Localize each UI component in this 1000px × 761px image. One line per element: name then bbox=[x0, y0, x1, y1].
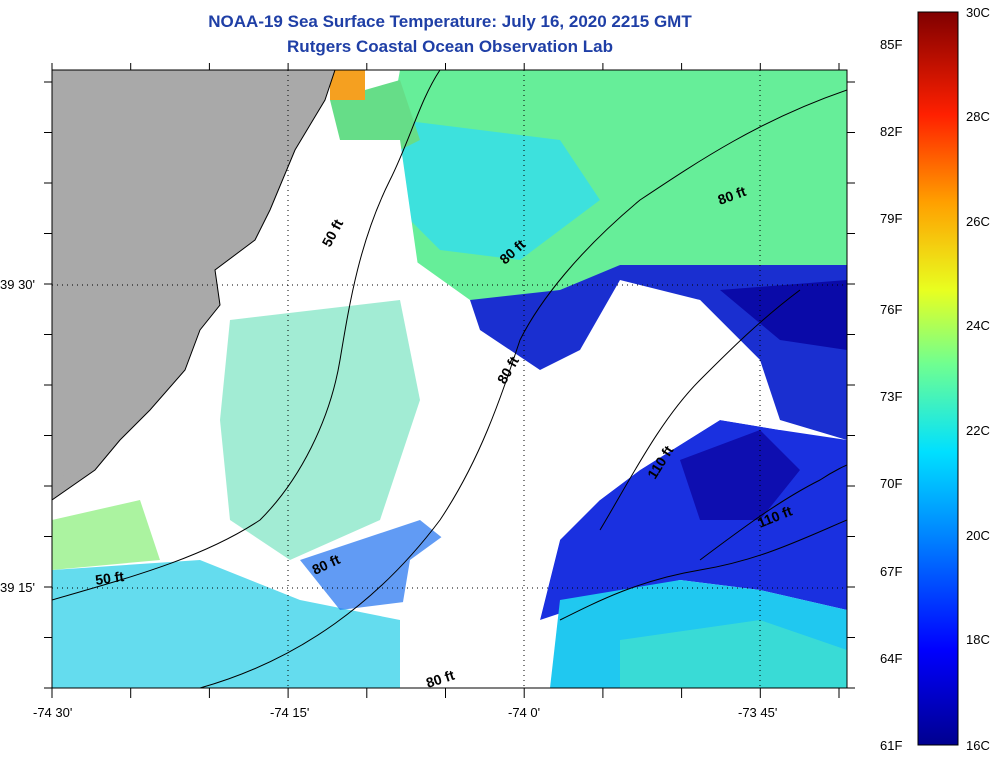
map-title: NOAA-19 Sea Surface Temperature: July 16… bbox=[208, 12, 692, 31]
map-subtitle: Rutgers Coastal Ocean Observation Lab bbox=[287, 37, 613, 56]
colorbar-f-label: 76F bbox=[880, 302, 903, 317]
x-tick-label: -74 15' bbox=[270, 705, 310, 720]
colorbar-f-label: 67F bbox=[880, 564, 903, 579]
colorbar-c-label: 18C bbox=[966, 632, 990, 647]
contour-label: 50 ft bbox=[94, 568, 125, 588]
contour-80ft bbox=[199, 89, 847, 688]
colorbar-c-label: 28C bbox=[966, 109, 990, 124]
sst-region-west-mixed bbox=[220, 300, 420, 560]
colorbar-f-label: 73F bbox=[880, 389, 903, 404]
colorbar-f-label: 82F bbox=[880, 124, 903, 139]
sst-warm-spot bbox=[330, 70, 365, 100]
x-tick-label: -73 45' bbox=[738, 705, 778, 720]
colorbar-c-label: 30C bbox=[966, 5, 990, 20]
colorbar-c-label: 22C bbox=[966, 423, 990, 438]
contour-50ft bbox=[52, 70, 441, 601]
colorbar-c-label: 24C bbox=[966, 318, 990, 333]
x-tick-label: -74 0' bbox=[508, 705, 541, 720]
colorbar-f-label: 79F bbox=[880, 211, 903, 226]
colorbar-f-label: 64F bbox=[880, 651, 903, 666]
land-mass bbox=[52, 70, 335, 500]
sst-region-north-cyan bbox=[390, 120, 600, 260]
sst-cold-east-core bbox=[680, 430, 800, 520]
contour-110ft-b bbox=[699, 464, 847, 561]
colorbar-c-label: 16C bbox=[966, 738, 990, 753]
sst-cold-core bbox=[720, 280, 847, 350]
cloud-patch-center bbox=[580, 290, 780, 500]
y-tick-label: 39 30' bbox=[0, 277, 36, 292]
sst-region-south-2 bbox=[620, 620, 847, 688]
colorbar-f-label: 70F bbox=[880, 476, 903, 491]
x-tick-label: -74 30' bbox=[33, 705, 73, 720]
colorbar-f-label: 85F bbox=[880, 37, 903, 52]
y-tick-label: 39 15' bbox=[0, 580, 36, 595]
sst-region-far-west bbox=[52, 500, 160, 570]
colorbar-c-label: 20C bbox=[966, 528, 990, 543]
land-peninsula bbox=[52, 330, 110, 480]
sst-field bbox=[52, 70, 847, 688]
axis-ticks bbox=[44, 63, 855, 698]
colorbar-c-label: 26C bbox=[966, 214, 990, 229]
contour-110ft-a bbox=[599, 289, 801, 531]
colorbar bbox=[917, 11, 959, 746]
graticule bbox=[52, 70, 847, 688]
map-border bbox=[51, 69, 848, 689]
cloud-patch-north bbox=[320, 140, 420, 290]
cloud-patch-south bbox=[400, 480, 560, 688]
colorbar-f-label: 61F bbox=[880, 738, 903, 753]
sst-region-southwest bbox=[52, 560, 410, 688]
contour-shelf bbox=[559, 519, 847, 621]
coastline bbox=[52, 70, 336, 501]
